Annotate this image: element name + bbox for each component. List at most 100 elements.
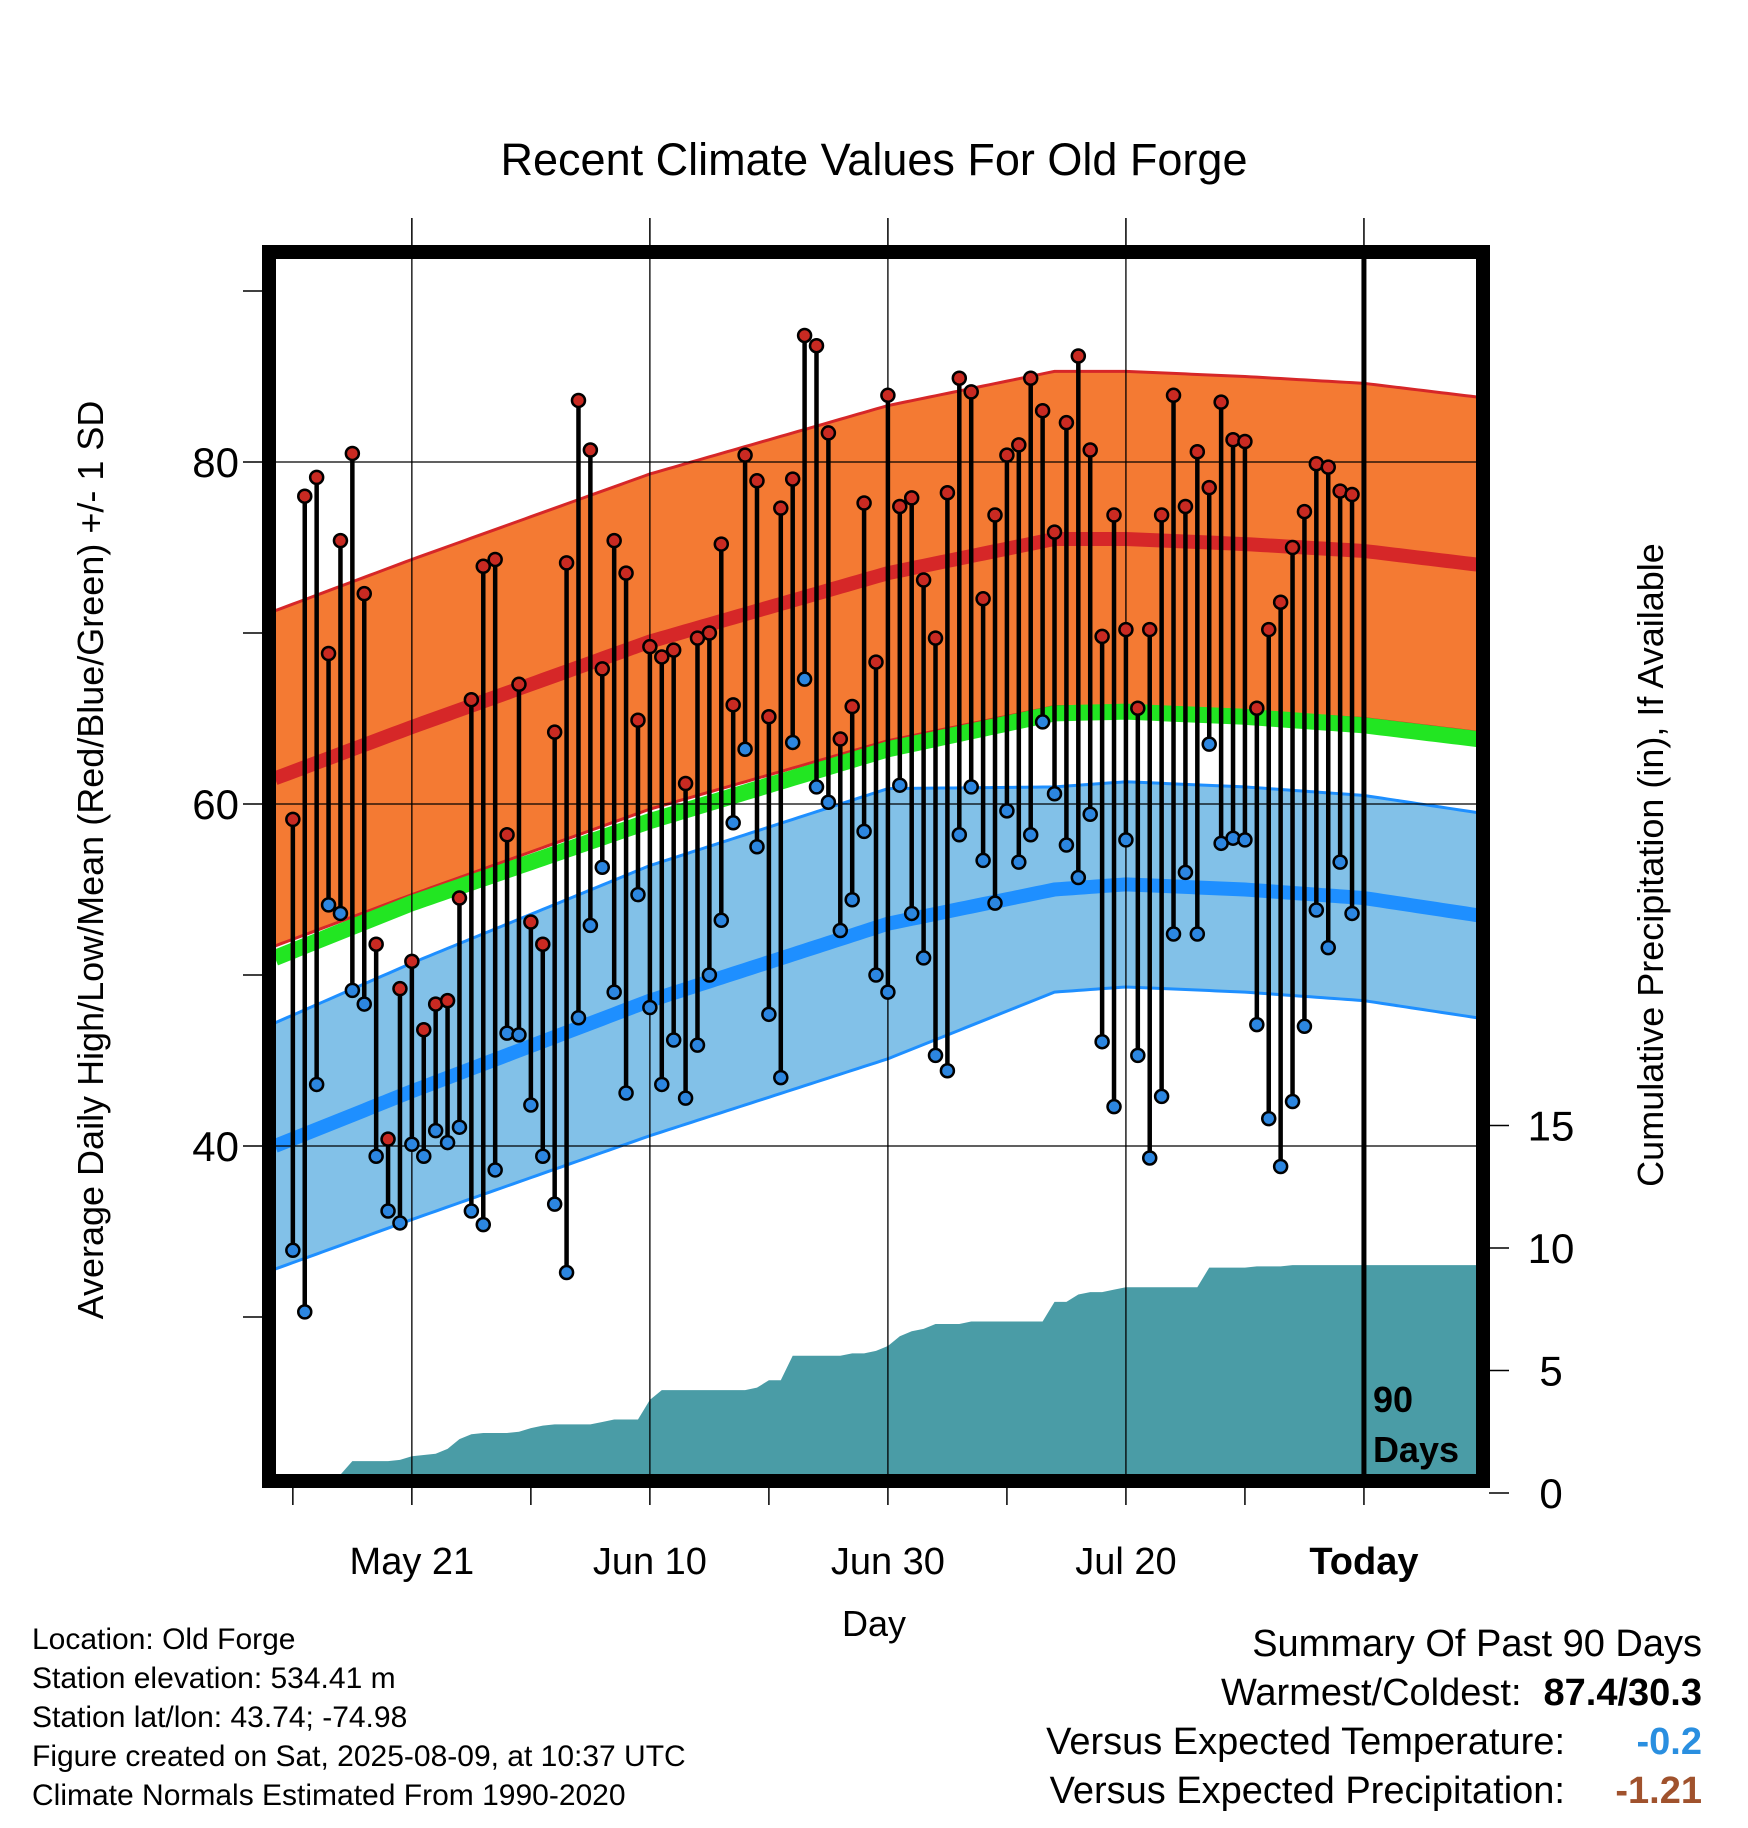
daily-high-point [368, 936, 384, 952]
x-axis-label: Day [842, 1603, 906, 1644]
daily-low-point [416, 1148, 432, 1165]
daily-low-point [915, 950, 932, 966]
daily-low-point [594, 859, 611, 876]
daily-high-point [713, 536, 730, 552]
daily-low-point [832, 922, 849, 939]
summary-warmest-label: Warmest/Coldest: [1220, 1672, 1522, 1714]
plot-border [262, 245, 1490, 1488]
daily-low-point [987, 895, 1003, 911]
station-info: Location: Old Forge Station elevation: 5… [32, 1620, 686, 1815]
daily-low-point [844, 892, 860, 908]
y-tick-label: 60 [192, 781, 239, 828]
daily-high-point [630, 712, 646, 728]
daily-low-point [963, 779, 979, 795]
daily-high-point [1249, 700, 1265, 716]
daily-high-point [1153, 507, 1170, 523]
daily-low-point [975, 852, 991, 869]
daily-high-point [618, 565, 634, 581]
daily-high-point [975, 591, 991, 607]
daily-high-point [1237, 433, 1253, 450]
daily-high-point [1284, 539, 1301, 556]
daily-high-point [380, 1131, 396, 1147]
daily-low-point [606, 984, 622, 1000]
daily-high-point [475, 558, 492, 575]
daily-low-point [308, 1076, 325, 1093]
daily-high-point [356, 585, 373, 602]
today-marker: 90 Days [1361, 246, 1459, 1487]
daily-low-point [618, 1085, 634, 1101]
daily-high-point [796, 327, 813, 344]
daily-low-point [582, 917, 599, 934]
daily-low-point [1177, 864, 1194, 881]
summary-precip-value: -1.21 [1615, 1770, 1702, 1812]
daily-low-point [1332, 854, 1348, 870]
daily-high-point [523, 914, 539, 930]
summary-temp-row: Versus Expected Temperature: -0.2 [1046, 1718, 1702, 1767]
y2-tick-label: 0 [1539, 1470, 1562, 1517]
daily-high-point [332, 532, 349, 549]
summary-precip-label: Versus Expected Precipitation: [1049, 1770, 1565, 1812]
daily-low-point [332, 905, 349, 922]
daily-low-point [570, 1010, 587, 1026]
daily-high-point [999, 447, 1015, 463]
daily-high-point [939, 485, 956, 501]
daily-low-point [1094, 1033, 1110, 1050]
daily-low-point [761, 1006, 777, 1023]
daily-low-point [297, 1304, 313, 1320]
daily-dots [285, 327, 1360, 1320]
daily-low-point [427, 1122, 444, 1139]
daily-high-point [1165, 387, 1182, 404]
daily-high-point [642, 638, 658, 655]
daily-high-point [1272, 594, 1289, 610]
daily-high-point [677, 775, 694, 792]
daily-low-point [1106, 1098, 1122, 1115]
daily-low-point [1308, 902, 1325, 918]
daily-high-point [511, 676, 527, 693]
daily-low-point [1070, 869, 1087, 886]
daily-high-point [1296, 503, 1313, 520]
daily-low-point [808, 779, 825, 795]
normal-low-band-lower-edge [275, 985, 1477, 1271]
daily-high-point [487, 551, 503, 568]
daily-high-point [1070, 348, 1087, 364]
daily-low-point [1046, 785, 1063, 802]
daily-low-point [713, 912, 730, 929]
daily-low-point [665, 1032, 682, 1048]
x-tick-label: May 21 [350, 1541, 475, 1583]
daily-low-point [546, 1196, 563, 1212]
daily-high-point [582, 442, 599, 458]
daily-high-point [1320, 459, 1336, 475]
info-created: Figure created on Sat, 2025-08-09, at 10… [32, 1740, 686, 1773]
daily-low-point [1189, 926, 1206, 942]
daily-low-point [1165, 926, 1182, 942]
daily-low-point [344, 982, 361, 999]
daily-low-point [725, 815, 741, 831]
daily-low-point [951, 827, 968, 843]
daily-high-point [308, 469, 325, 486]
info-location: Location: Old Forge [32, 1623, 296, 1656]
daily-high-point [570, 392, 587, 409]
y2-tick-label: 5 [1539, 1348, 1562, 1395]
daily-high-point [1344, 486, 1360, 503]
daily-high-point [320, 645, 337, 662]
daily-low-point [1058, 837, 1075, 853]
daily-high-point [499, 827, 515, 843]
daily-low-point [1249, 1016, 1265, 1033]
axes: 40 60 80 0 5 10 15 May 21 Jun 10 Jun 30 Jul 20 Toda… [192, 218, 1574, 1583]
daily-high-point [285, 811, 301, 828]
summary-temp-label: Versus Expected Temperature: [1046, 1721, 1565, 1763]
daily-low-point [1034, 714, 1051, 730]
daily-low-point [820, 794, 837, 811]
precipitation-fill [328, 1265, 1477, 1487]
daily-high-point [1106, 507, 1122, 523]
daily-high-point [1213, 394, 1229, 410]
daily-high-point [344, 445, 361, 462]
daily-high-point [451, 890, 468, 906]
daily-low-point [749, 839, 765, 855]
daily-high-point [404, 953, 420, 970]
y-axis-label: Average Daily High/Low/Mean (Red/Blue/Gr… [70, 401, 111, 1320]
summary-heading: Summary Of Past 90 Days [1252, 1623, 1702, 1665]
daily-low-point [1153, 1088, 1170, 1105]
daily-low-point [475, 1216, 492, 1233]
y-tick-label: 40 [192, 1123, 239, 1170]
